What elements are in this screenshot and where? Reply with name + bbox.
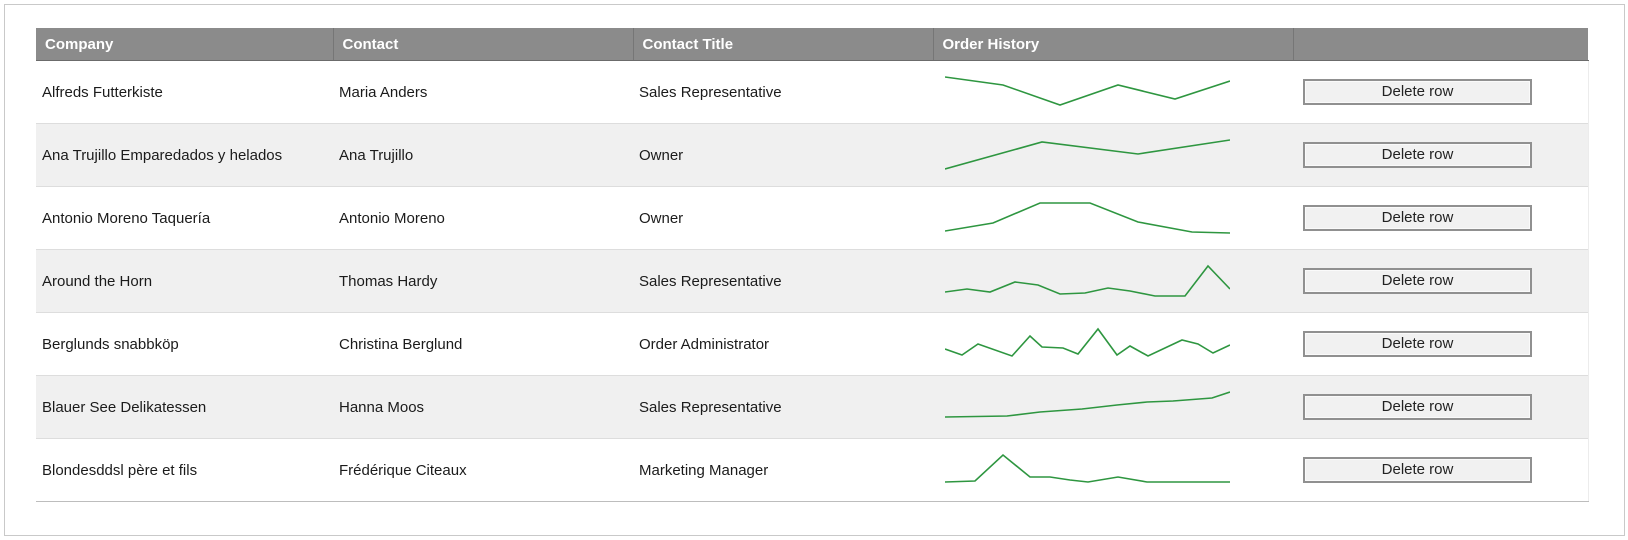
actions-cell: Delete row xyxy=(1293,249,1589,313)
delete-row-button[interactable]: Delete row xyxy=(1303,457,1532,483)
order-history-sparkline xyxy=(945,139,1230,170)
contact-cell: Christina Berglund xyxy=(333,312,633,376)
order-history-sparkline xyxy=(945,76,1230,106)
order-history-sparkline xyxy=(945,264,1230,297)
order-history-cell xyxy=(933,186,1293,250)
table-row: Berglunds snabbköp Christina Berglund Or… xyxy=(36,312,1589,376)
delete-row-button[interactable]: Delete row xyxy=(1303,205,1532,231)
order-history-sparkline xyxy=(945,327,1230,357)
actions-cell: Delete row xyxy=(1293,186,1589,250)
delete-row-button[interactable]: Delete row xyxy=(1303,394,1532,420)
column-header-contact-title: Contact Title xyxy=(632,28,933,61)
contact-title-cell: Order Administrator xyxy=(633,312,933,376)
company-cell: Blauer See Delikatessen xyxy=(36,375,333,439)
table-row: Antonio Moreno Taquería Antonio Moreno O… xyxy=(36,186,1589,250)
order-history-sparkline xyxy=(945,453,1230,483)
contact-title-cell: Sales Representative xyxy=(633,375,933,439)
actions-cell: Delete row xyxy=(1293,312,1589,376)
table-row: Ana Trujillo Emparedados y helados Ana T… xyxy=(36,123,1589,187)
header-row: Company Contact Contact Title Order Hist… xyxy=(36,28,1588,61)
order-history-cell xyxy=(933,312,1293,376)
customers-table: Company Contact Contact Title Order Hist… xyxy=(36,28,1589,502)
actions-cell: Delete row xyxy=(1293,123,1589,187)
delete-row-button[interactable]: Delete row xyxy=(1303,268,1532,294)
actions-cell: Delete row xyxy=(1293,375,1589,439)
order-history-cell xyxy=(933,123,1293,187)
company-cell: Alfreds Futterkiste xyxy=(36,60,333,124)
delete-row-button[interactable]: Delete row xyxy=(1303,79,1532,105)
table-row: Blauer See Delikatessen Hanna Moos Sales… xyxy=(36,375,1589,439)
table-row: Around the Horn Thomas Hardy Sales Repre… xyxy=(36,249,1589,313)
order-history-cell xyxy=(933,438,1293,502)
order-history-cell xyxy=(933,60,1293,124)
contact-cell: Hanna Moos xyxy=(333,375,633,439)
contact-cell: Ana Trujillo xyxy=(333,123,633,187)
delete-row-button[interactable]: Delete row xyxy=(1303,142,1532,168)
actions-cell: Delete row xyxy=(1293,60,1589,124)
actions-cell: Delete row xyxy=(1293,438,1589,502)
delete-row-button[interactable]: Delete row xyxy=(1303,331,1532,357)
contact-title-cell: Sales Representative xyxy=(633,60,933,124)
column-header-actions xyxy=(1292,28,1588,61)
order-history-sparkline xyxy=(945,202,1230,234)
company-cell: Ana Trujillo Emparedados y helados xyxy=(36,123,333,187)
order-history-sparkline xyxy=(945,391,1230,418)
company-cell: Berglunds snabbköp xyxy=(36,312,333,376)
contact-title-cell: Sales Representative xyxy=(633,249,933,313)
contact-cell: Maria Anders xyxy=(333,60,633,124)
column-header-company: Company xyxy=(36,28,333,61)
company-cell: Antonio Moreno Taquería xyxy=(36,186,333,250)
order-history-cell xyxy=(933,249,1293,313)
contact-cell: Thomas Hardy xyxy=(333,249,633,313)
contact-cell: Frédérique Citeaux xyxy=(333,438,633,502)
table-row: Alfreds Futterkiste Maria Anders Sales R… xyxy=(36,60,1589,124)
table-row: Blondesddsl père et fils Frédérique Cite… xyxy=(36,438,1589,502)
company-cell: Blondesddsl père et fils xyxy=(36,438,333,502)
column-header-contact: Contact xyxy=(332,28,633,61)
company-cell: Around the Horn xyxy=(36,249,333,313)
contact-cell: Antonio Moreno xyxy=(333,186,633,250)
contact-title-cell: Owner xyxy=(633,186,933,250)
contact-title-cell: Owner xyxy=(633,123,933,187)
order-history-cell xyxy=(933,375,1293,439)
page-frame: Company Contact Contact Title Order Hist… xyxy=(4,4,1625,536)
column-header-order-history: Order History xyxy=(932,28,1293,61)
contact-title-cell: Marketing Manager xyxy=(633,438,933,502)
